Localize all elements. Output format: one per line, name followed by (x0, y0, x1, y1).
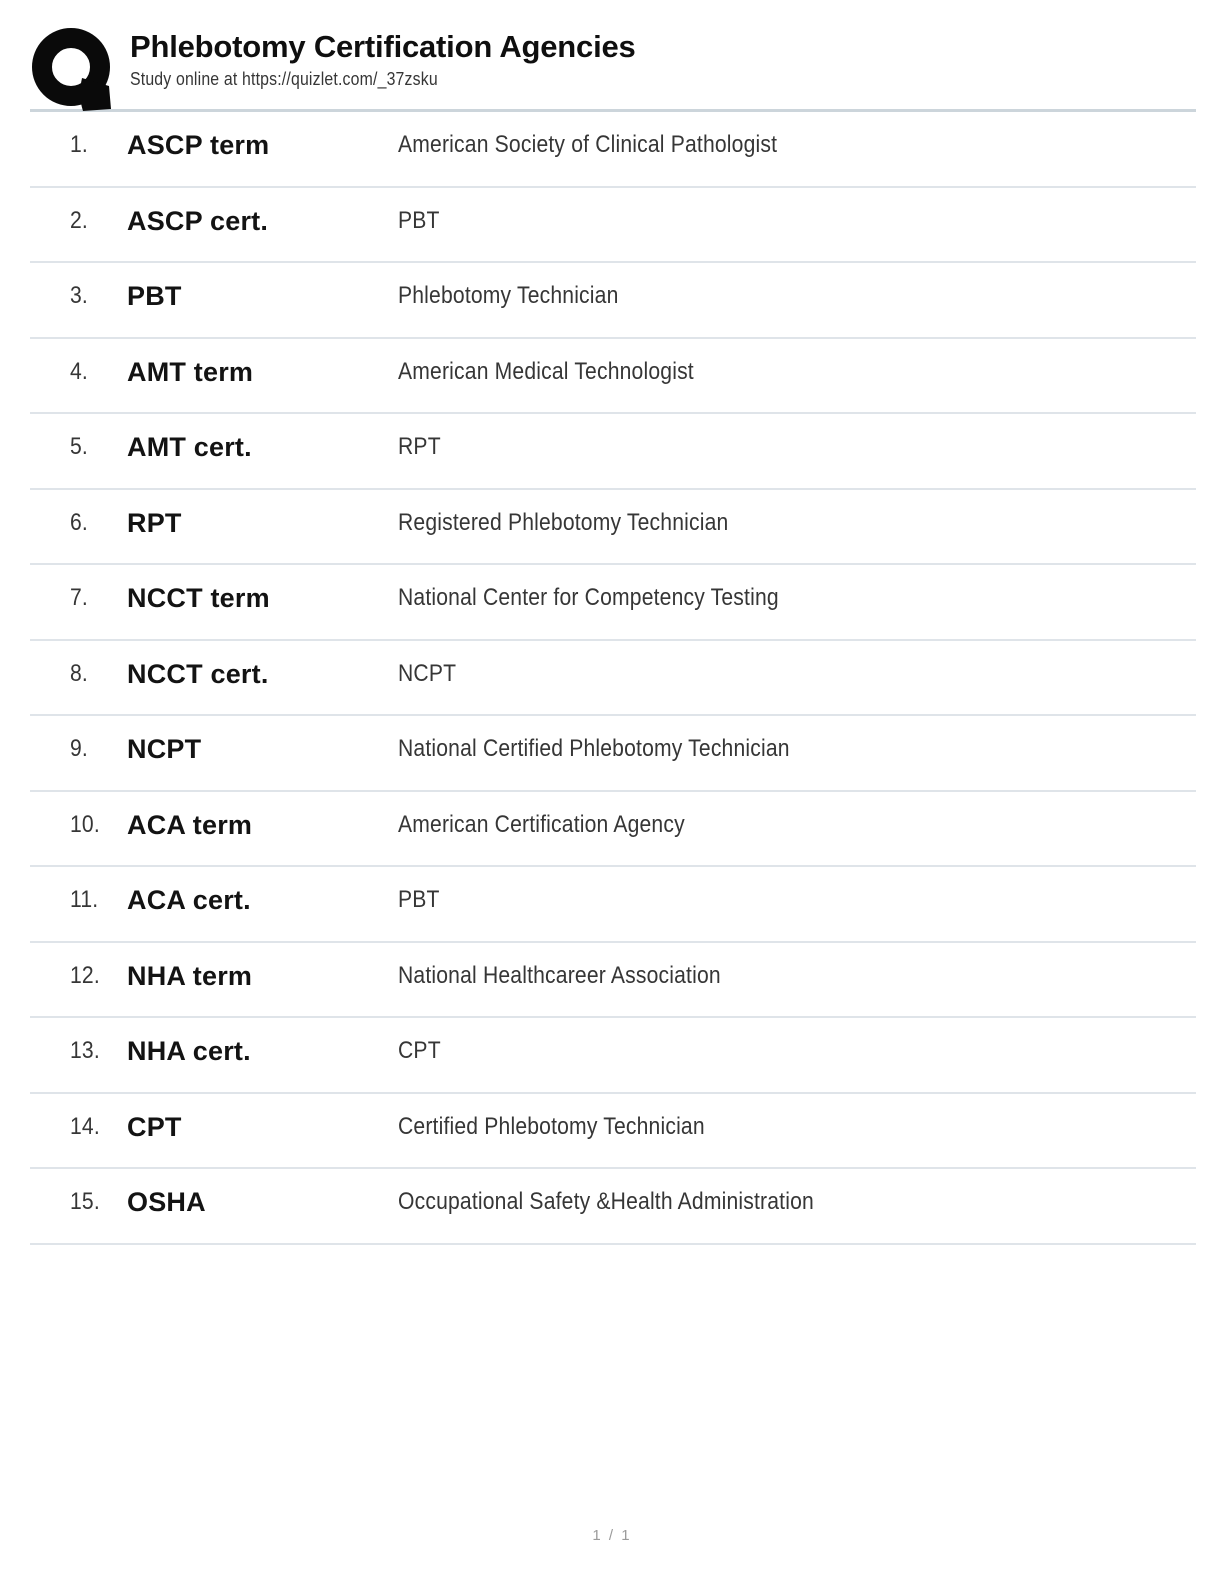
card-row: 8. NCCT cert. NCPT (30, 641, 1196, 716)
card-number: 8. (70, 659, 88, 687)
card-number: 10. (70, 810, 100, 838)
card-number: 12. (70, 961, 100, 989)
header-titles: Phlebotomy Certification Agencies Study … (130, 26, 636, 90)
card-term: ACA cert. (127, 885, 251, 915)
document-page: Phlebotomy Certification Agencies Study … (30, 0, 1196, 1544)
card-definition: PBT (398, 886, 440, 913)
card-row: 14. CPT Certified Phlebotomy Technician (30, 1094, 1196, 1169)
card-number: 13. (70, 1037, 100, 1064)
card-term: NCPT (127, 734, 202, 764)
card-definition: National Healthcareer Association (398, 961, 721, 989)
card-term: CPT (127, 1111, 182, 1142)
card-term: AMT term (127, 356, 254, 387)
card-term: NHA term (127, 960, 253, 991)
card-term: PBT (127, 281, 182, 311)
card-term: NCCT cert. (127, 658, 269, 689)
flashcard-list: 1. ASCP term American Society of Clinica… (30, 112, 1196, 1245)
card-row: 4. AMT term American Medical Technologis… (30, 339, 1196, 414)
quizlet-q-icon (32, 28, 111, 111)
card-term: ASCP term (127, 130, 270, 160)
card-definition: National Center for Competency Testing (398, 584, 779, 611)
card-definition: CPT (398, 1037, 441, 1064)
card-definition: Occupational Safety &Health Administrati… (398, 1188, 814, 1215)
card-row: 2. ASCP cert. PBT (30, 188, 1196, 263)
card-row: 1. ASCP term American Society of Clinica… (30, 112, 1196, 188)
card-row: 3. PBT Phlebotomy Technician (30, 263, 1196, 339)
card-row: 7. NCCT term National Center for Compete… (30, 565, 1196, 641)
page-title: Phlebotomy Certification Agencies (130, 29, 636, 64)
study-url: Study online at https://quizlet.com/_37z… (130, 69, 636, 90)
card-number: 14. (70, 1112, 100, 1140)
card-number: 3. (70, 282, 88, 309)
card-term: RPT (127, 507, 182, 538)
page-footer: 1 / 1 (0, 1527, 1224, 1544)
card-row: 5. AMT cert. RPT (30, 414, 1196, 490)
card-number: 11. (70, 886, 99, 913)
card-number: 6. (70, 508, 88, 536)
card-term: NCCT term (127, 583, 270, 613)
card-definition: Phlebotomy Technician (398, 282, 619, 309)
card-row: 10. ACA term American Certification Agen… (30, 792, 1196, 867)
card-row: 15. OSHA Occupational Safety &Health Adm… (30, 1169, 1196, 1245)
card-definition: American Society of Clinical Pathologist (398, 131, 778, 158)
card-definition: PBT (398, 206, 440, 234)
card-row: 13. NHA cert. CPT (30, 1018, 1196, 1094)
card-term: OSHA (127, 1187, 206, 1217)
page-indicator: 1 / 1 (592, 1527, 632, 1544)
card-term: ACA term (127, 809, 253, 840)
card-number: 7. (70, 584, 88, 611)
card-row: 6. RPT Registered Phlebotomy Technician (30, 490, 1196, 565)
card-definition: National Certified Phlebotomy Technician (398, 735, 790, 762)
card-term: NHA cert. (127, 1036, 251, 1066)
card-definition: American Certification Agency (398, 810, 685, 838)
card-number: 5. (70, 433, 88, 460)
document-header: Phlebotomy Certification Agencies Study … (30, 0, 1196, 112)
card-definition: American Medical Technologist (398, 357, 694, 385)
card-term: AMT cert. (127, 432, 252, 462)
study-url-text: Study online at https://quizlet.com/_37z… (130, 69, 438, 90)
card-row: 11. ACA cert. PBT (30, 867, 1196, 943)
card-number: 2. (70, 206, 88, 234)
card-number: 9. (70, 735, 88, 762)
card-definition: Registered Phlebotomy Technician (398, 508, 729, 536)
card-row: 9. NCPT National Certified Phlebotomy Te… (30, 716, 1196, 792)
card-number: 1. (70, 131, 88, 158)
card-number: 15. (70, 1188, 100, 1215)
card-definition: Certified Phlebotomy Technician (398, 1112, 705, 1140)
card-definition: RPT (398, 433, 441, 460)
card-definition: NCPT (398, 659, 457, 687)
card-number: 4. (70, 357, 88, 385)
card-term: ASCP cert. (127, 205, 269, 236)
card-row: 12. NHA term National Healthcareer Assoc… (30, 943, 1196, 1018)
